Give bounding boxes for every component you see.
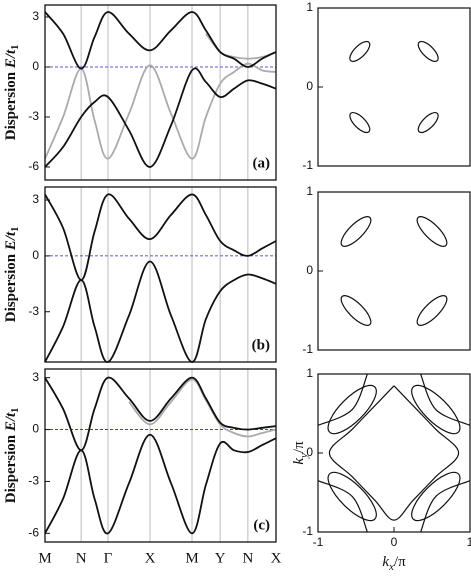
y-tick-label: 1: [306, 0, 313, 14]
x-axis-label: kx/π: [382, 554, 406, 572]
fermi-pocket: [417, 112, 439, 134]
y-tick-label: -1: [302, 524, 313, 538]
y-tick-label: -6: [28, 526, 39, 540]
y-tick-label: -6: [28, 159, 39, 173]
y-tick-label: 1: [306, 366, 313, 380]
x-tick-label: 0: [391, 535, 398, 549]
label-part: /π: [291, 441, 307, 453]
label-part: x: [388, 561, 394, 573]
x-tick-label: Γ: [104, 550, 113, 566]
x-tick-label: 1: [467, 535, 471, 549]
label-part: Dispersion: [3, 431, 19, 503]
fermi-pocket: [340, 295, 372, 326]
x-tick-label: Y: [215, 550, 226, 566]
band: [128, 378, 277, 438]
fermi-surface: [328, 385, 460, 521]
fermi-pocket: [349, 40, 371, 62]
y-tick-label: 3: [32, 9, 39, 23]
y-axis-label: Dispersion E/t1: [3, 45, 21, 140]
y-tick-label: -3: [28, 109, 39, 123]
fermi-pocket: [417, 40, 439, 62]
label-part: 1: [10, 408, 21, 413]
fermi-pocket: [349, 112, 371, 134]
label-part: k: [291, 458, 307, 465]
x-tick-label: -1: [313, 535, 324, 549]
plot-frame: [317, 7, 471, 167]
y-tick-label: 1: [306, 184, 313, 198]
band: [44, 433, 277, 535]
label-part: y: [298, 453, 310, 459]
fermi-pocket: [327, 384, 377, 435]
x-tick-label: M: [185, 550, 198, 566]
y-tick-label: 0: [306, 79, 313, 93]
y-axis-label: Dispersion E/t1: [3, 227, 21, 322]
band: [44, 376, 277, 452]
band: [44, 67, 277, 168]
y-tick-label: 0: [32, 248, 39, 262]
y-tick-label: 0: [32, 59, 39, 73]
y-axis-label: ky/π: [291, 441, 309, 465]
label-part: E: [3, 240, 19, 251]
band: [44, 193, 277, 281]
band: [44, 62, 277, 160]
label-part: /π: [394, 554, 406, 570]
plot-frame: [44, 4, 277, 181]
label-part: k: [382, 554, 389, 570]
fermi-pocket: [411, 471, 461, 522]
y-tick-label: -3: [28, 304, 39, 318]
label-part: E: [3, 58, 19, 69]
fermi-pocket: [416, 216, 448, 247]
x-tick-label: X: [271, 550, 282, 566]
y-tick-label: -1: [302, 342, 313, 356]
label-part: 1: [10, 227, 21, 232]
x-tick-label: N: [76, 550, 87, 566]
y-tick-label: 0: [32, 422, 39, 436]
y-tick-label: -3: [28, 474, 39, 488]
y-tick-label: 3: [32, 192, 39, 206]
x-tick-label: N: [242, 550, 253, 566]
x-tick-label: X: [145, 550, 156, 566]
y-tick-label: 0: [306, 445, 313, 459]
label-part: E: [3, 421, 19, 432]
fermi-pocket: [340, 216, 372, 247]
label-part: /t: [3, 412, 19, 422]
fermi-surface: [317, 480, 368, 533]
fermi-surface: [420, 480, 471, 533]
panel-label: (b): [252, 337, 270, 353]
y-tick-label: -1: [302, 158, 313, 172]
y-tick-label: 3: [32, 370, 39, 384]
label-part: /t: [3, 49, 19, 59]
label-part: 1: [10, 45, 21, 50]
plot-frame: [44, 368, 277, 543]
plot-frame: [317, 191, 471, 351]
panel-label: (c): [253, 517, 270, 533]
plot-frame: [317, 373, 471, 533]
fermi-pocket: [416, 295, 448, 326]
x-tick-label: M: [38, 550, 51, 566]
label-part: Dispersion: [3, 250, 19, 322]
panel-label: (a): [253, 155, 271, 171]
y-axis-label: Dispersion E/t1: [3, 408, 21, 503]
fermi-pocket: [327, 471, 377, 522]
fermi-surface: [420, 373, 471, 426]
label-part: /t: [3, 231, 19, 241]
y-tick-label: 0: [306, 263, 313, 277]
label-part: Dispersion: [3, 68, 19, 140]
fermi-surface: [317, 373, 368, 426]
plot-frame: [44, 186, 277, 363]
band: [44, 260, 277, 363]
band: [44, 11, 277, 70]
